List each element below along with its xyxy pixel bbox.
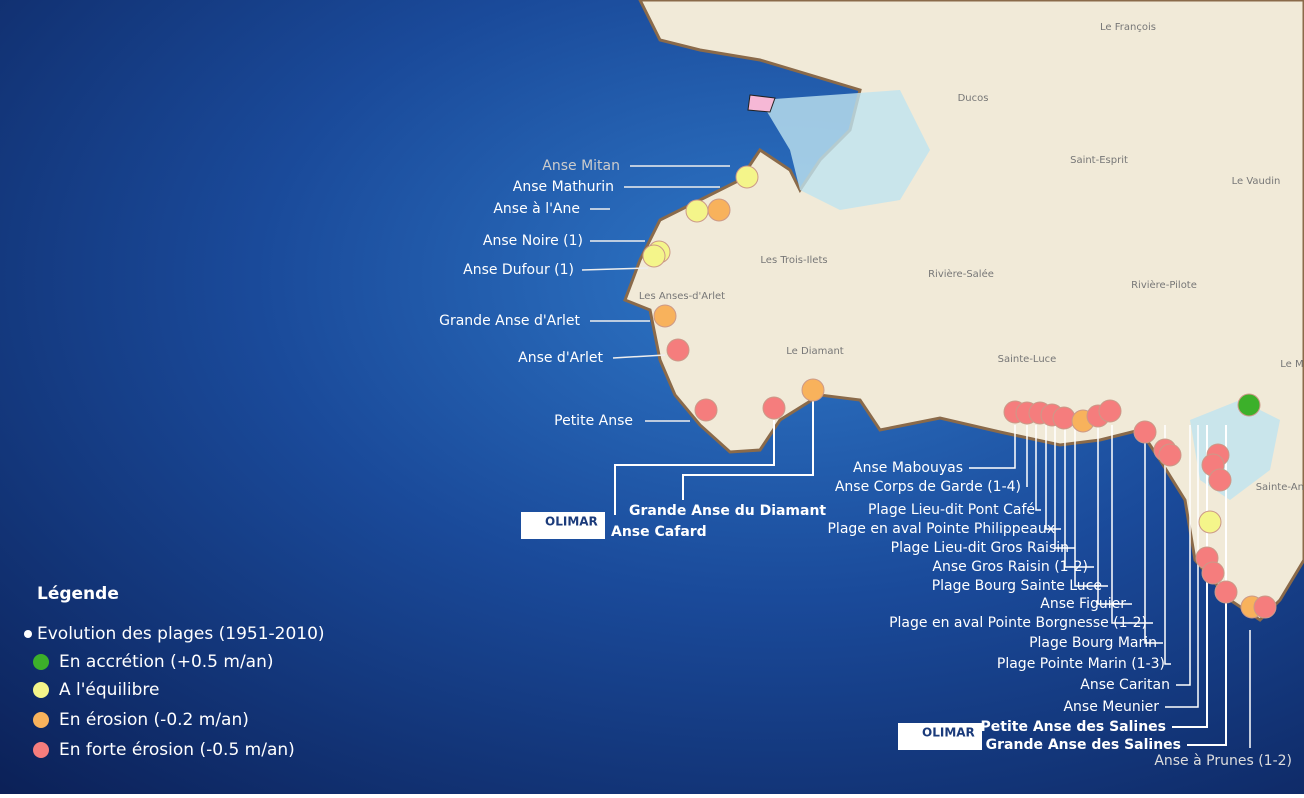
beach-label: Anse Mabouyas bbox=[853, 460, 963, 476]
leader-line bbox=[1187, 425, 1227, 746]
leader-line bbox=[1144, 425, 1163, 644]
beach-label: Petite Anse bbox=[554, 413, 633, 429]
logo-box bbox=[898, 723, 982, 750]
mangrove bbox=[760, 90, 930, 210]
town-label: Le Diamant bbox=[786, 346, 844, 357]
beach-label: Anse Mitan bbox=[542, 158, 620, 174]
leader-line bbox=[1054, 425, 1075, 549]
beach-marker bbox=[1237, 393, 1261, 417]
legend-title: Légende bbox=[37, 584, 119, 604]
beach-marker bbox=[642, 244, 666, 268]
leader-line bbox=[1064, 425, 1094, 568]
legend-item: En forte érosion (-0.5 m/an) bbox=[59, 740, 295, 760]
bullet bbox=[24, 630, 32, 638]
legend: Légende Evolution des plages (1951-2010)… bbox=[24, 584, 325, 760]
beach-label: Anse à Prunes (1-2) bbox=[1154, 753, 1292, 769]
leader-line bbox=[1111, 425, 1153, 624]
beach-label: Anse Dufour (1) bbox=[463, 262, 574, 278]
leader-line bbox=[1164, 425, 1171, 665]
beach-label: Anse Gros Raisin (1-2) bbox=[932, 559, 1088, 575]
logo-text: OLIMAR bbox=[922, 726, 975, 740]
legend-item: En érosion (-0.2 m/an) bbox=[59, 710, 249, 730]
beach-label: Anse à l'Ane bbox=[493, 201, 580, 217]
beach-marker bbox=[1098, 399, 1122, 423]
leader-line bbox=[969, 425, 1016, 469]
beach-marker bbox=[735, 165, 759, 189]
beach-label: Anse Caritan bbox=[1080, 677, 1170, 693]
beach-label: Petite Anse des Salines bbox=[981, 719, 1166, 735]
town-label: Le Vaudin bbox=[1232, 176, 1281, 187]
logo-box bbox=[521, 512, 605, 539]
beach-label: Plage en aval Pointe Borgnesse (1-2) bbox=[889, 615, 1147, 631]
beach-marker bbox=[1201, 561, 1225, 585]
beach-label: Anse Figuier bbox=[1040, 596, 1126, 612]
leader-line bbox=[1074, 425, 1108, 587]
beach-marker bbox=[685, 199, 709, 223]
legend-swatch bbox=[33, 742, 49, 758]
town-label: Sainte-Ann bbox=[1256, 482, 1304, 493]
beach-label: Anse Cafard bbox=[611, 524, 707, 540]
beach-marker bbox=[801, 378, 825, 402]
logo-text: OLIMAR bbox=[545, 515, 598, 529]
beach-marker bbox=[666, 338, 690, 362]
legend-swatch bbox=[33, 654, 49, 670]
town-label: Sainte-Luce bbox=[998, 354, 1057, 365]
leader-line bbox=[1045, 425, 1061, 530]
beach-marker bbox=[1158, 443, 1182, 467]
beach-label: Anse Mathurin bbox=[513, 179, 614, 195]
beach-marker bbox=[694, 398, 718, 422]
leader-line bbox=[1035, 425, 1041, 511]
beach-label: Plage Pointe Marin (1-3) bbox=[997, 656, 1165, 672]
logo: OLIMAR OLIMAR bbox=[521, 512, 982, 750]
beach-label: Grande Anse des Salines bbox=[986, 737, 1181, 753]
beach-label: Plage Lieu-dit Pont Café bbox=[868, 502, 1035, 518]
town-label: Ducos bbox=[958, 93, 989, 104]
beach-marker bbox=[1214, 580, 1238, 604]
leader-line bbox=[1176, 425, 1191, 686]
beach-label: Anse Noire (1) bbox=[483, 233, 583, 249]
town-label: Rivière-Salée bbox=[928, 268, 994, 280]
town-label: Rivière-Pilote bbox=[1131, 279, 1197, 291]
leader-line bbox=[682, 400, 814, 500]
beach-label: Plage Lieu-dit Gros Raisin bbox=[891, 540, 1069, 556]
markers bbox=[642, 165, 1277, 619]
legend-item: En accrétion (+0.5 m/an) bbox=[59, 652, 274, 672]
beach-label: Plage Bourg Marin bbox=[1029, 635, 1157, 651]
town-label: Les Anses-d'Arlet bbox=[639, 291, 725, 302]
beach-marker bbox=[1052, 406, 1076, 430]
beach-marker bbox=[1208, 468, 1232, 492]
beach-marker bbox=[762, 396, 786, 420]
leader-line bbox=[612, 354, 666, 359]
beach-marker bbox=[1133, 420, 1157, 444]
legend-swatch bbox=[33, 712, 49, 728]
beach-label: Grande Anse du Diamant bbox=[629, 503, 826, 519]
beach-label: Plage en aval Pointe Philippeaux bbox=[827, 521, 1055, 537]
town-label: Saint-Esprit bbox=[1070, 155, 1128, 166]
legend-swatch bbox=[33, 682, 49, 698]
beach-marker bbox=[1253, 595, 1277, 619]
leader-line bbox=[614, 420, 775, 515]
pink-area bbox=[747, 94, 776, 113]
beach-marker bbox=[1198, 510, 1222, 534]
legend-heading: Evolution des plages (1951-2010) bbox=[37, 624, 325, 644]
beach-label: Grande Anse d'Arlet bbox=[439, 313, 580, 329]
beach-label: Plage Bourg Sainte Luce bbox=[932, 578, 1102, 594]
beach-label: Anse Corps de Garde (1-4) bbox=[835, 479, 1021, 495]
beach-label: Anse d'Arlet bbox=[518, 350, 603, 366]
leader-line bbox=[1097, 425, 1132, 605]
leader-line bbox=[581, 267, 649, 271]
town-label: Le François bbox=[1100, 22, 1156, 33]
town-label: Le Ma bbox=[1280, 359, 1304, 370]
town-label: Les Trois-Ilets bbox=[760, 255, 827, 266]
beach-label: Anse Meunier bbox=[1063, 699, 1159, 715]
legend-item: A l'équilibre bbox=[59, 680, 160, 700]
beach-marker bbox=[653, 304, 677, 328]
labels: Le François Ducos Saint-Esprit Le Vaudin Les… bbox=[439, 22, 1304, 769]
leader-line bbox=[1165, 425, 1199, 708]
beach-marker bbox=[707, 198, 731, 222]
